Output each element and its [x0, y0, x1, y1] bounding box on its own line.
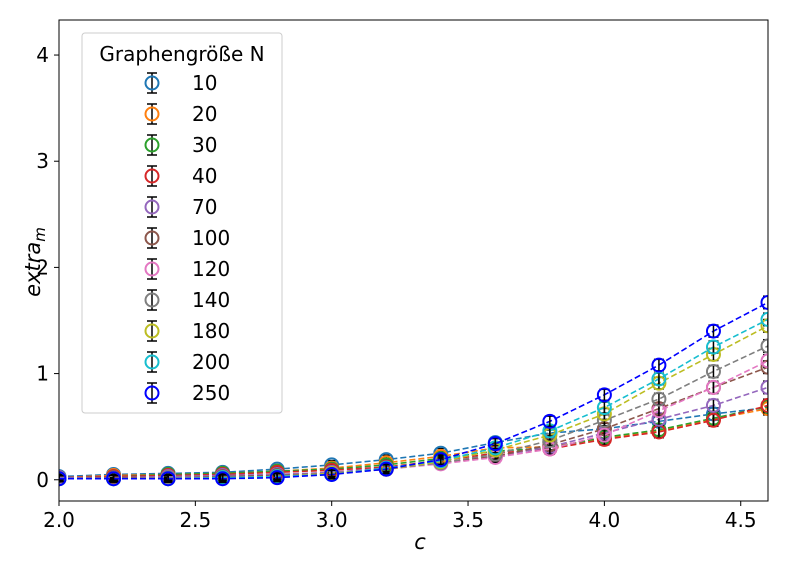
- x-axis-label: c: [414, 530, 426, 554]
- data-point: [160, 471, 176, 487]
- data-point: [378, 461, 394, 477]
- legend-items: 10 20 30 40 70 100 120 140 180 200 250: [144, 71, 230, 405]
- legend-label: 140: [192, 288, 230, 312]
- legend-item-30: 30: [144, 133, 217, 157]
- legend-label: 70: [192, 195, 217, 219]
- series-line: [59, 301, 768, 480]
- data-point: [760, 294, 768, 310]
- y-axis-label: extram: [21, 227, 49, 297]
- legend-box: [81, 32, 283, 414]
- legend-marker: [144, 199, 160, 215]
- data-point: [651, 391, 667, 407]
- legend-label: 200: [192, 350, 230, 374]
- data-point: [760, 359, 768, 375]
- x-tick-label: 2.0: [43, 508, 75, 532]
- legend-label: 20: [192, 102, 217, 126]
- plot-frame: [58, 19, 769, 502]
- data-point: [324, 466, 340, 482]
- y-tick-label: 2: [36, 255, 49, 279]
- data-point: [215, 471, 231, 487]
- data-point: [596, 387, 612, 403]
- legend-item-120: 120: [144, 257, 230, 281]
- legend-label: 120: [192, 257, 230, 281]
- data-point: [760, 353, 768, 369]
- legend-title: Graphengröße N: [99, 42, 264, 66]
- x-tick-label: 3.5: [452, 508, 484, 532]
- data-point: [433, 452, 449, 468]
- legend-label: 10: [192, 71, 217, 95]
- data-point: [59, 471, 67, 487]
- legend-marker: [144, 106, 160, 122]
- legend-label: 180: [192, 319, 230, 343]
- data-point: [760, 379, 768, 395]
- series-250: [59, 294, 768, 487]
- data-point: [705, 323, 721, 339]
- legend-marker: [144, 230, 160, 246]
- legend-marker: [144, 261, 160, 277]
- legend-item-250: 250: [144, 381, 230, 405]
- legend-label: 40: [192, 164, 217, 188]
- y-tick-label: 0: [36, 468, 49, 492]
- x-tick-label: 4.0: [588, 508, 620, 532]
- data-point: [542, 413, 558, 429]
- y-tick-label: 4: [36, 43, 49, 67]
- data-point: [269, 470, 285, 486]
- series-line: [59, 406, 768, 478]
- series-line: [59, 405, 768, 479]
- y-axis-label-subscript: m: [31, 227, 49, 242]
- data-point: [651, 357, 667, 373]
- data-point: [760, 338, 768, 354]
- legend-item-10: 10: [144, 71, 217, 95]
- data-point: [487, 436, 503, 452]
- y-tick-label: 3: [36, 149, 49, 173]
- legend-item-100: 100: [144, 226, 230, 250]
- x-tick-label: 4.5: [725, 508, 757, 532]
- legend: Graphengröße N 10 20 30 40 70 100 120 140 180 200…: [81, 32, 283, 414]
- x-tick-label: 3.0: [316, 508, 348, 532]
- legend-item-200: 200: [144, 350, 230, 374]
- y-tick-label: 1: [36, 362, 49, 386]
- data-point: [760, 318, 768, 334]
- data-point: [760, 397, 768, 413]
- legend-marker: [144, 323, 160, 339]
- legend-item-70: 70: [144, 195, 217, 219]
- data-point: [705, 397, 721, 413]
- legend-item-140: 140: [144, 288, 230, 312]
- legend-marker: [144, 292, 160, 308]
- legend-marker: [144, 75, 160, 91]
- legend-item-40: 40: [144, 164, 217, 188]
- data-point: [705, 363, 721, 379]
- x-tick-label: 2.5: [179, 508, 211, 532]
- data-point: [106, 471, 122, 487]
- legend-label: 100: [192, 226, 230, 250]
- legend-item-20: 20: [144, 102, 217, 126]
- legend-label: 250: [192, 381, 230, 405]
- data-point: [596, 427, 612, 443]
- legend-marker: [144, 354, 160, 370]
- y-axis: 0 1 2 3 4: [36, 43, 59, 492]
- x-axis: 2.0 2.5 3.0 3.5 4.0 4.5: [43, 501, 757, 532]
- data-point: [705, 412, 721, 428]
- legend-marker: [144, 168, 160, 184]
- series-layer: [59, 294, 768, 487]
- legend-label: 30: [192, 133, 217, 157]
- legend-marker: [144, 385, 160, 401]
- data-point: [760, 311, 768, 327]
- legend-marker: [144, 137, 160, 153]
- legend-item-180: 180: [144, 319, 230, 343]
- data-point: [705, 339, 721, 355]
- data-point: [705, 379, 721, 395]
